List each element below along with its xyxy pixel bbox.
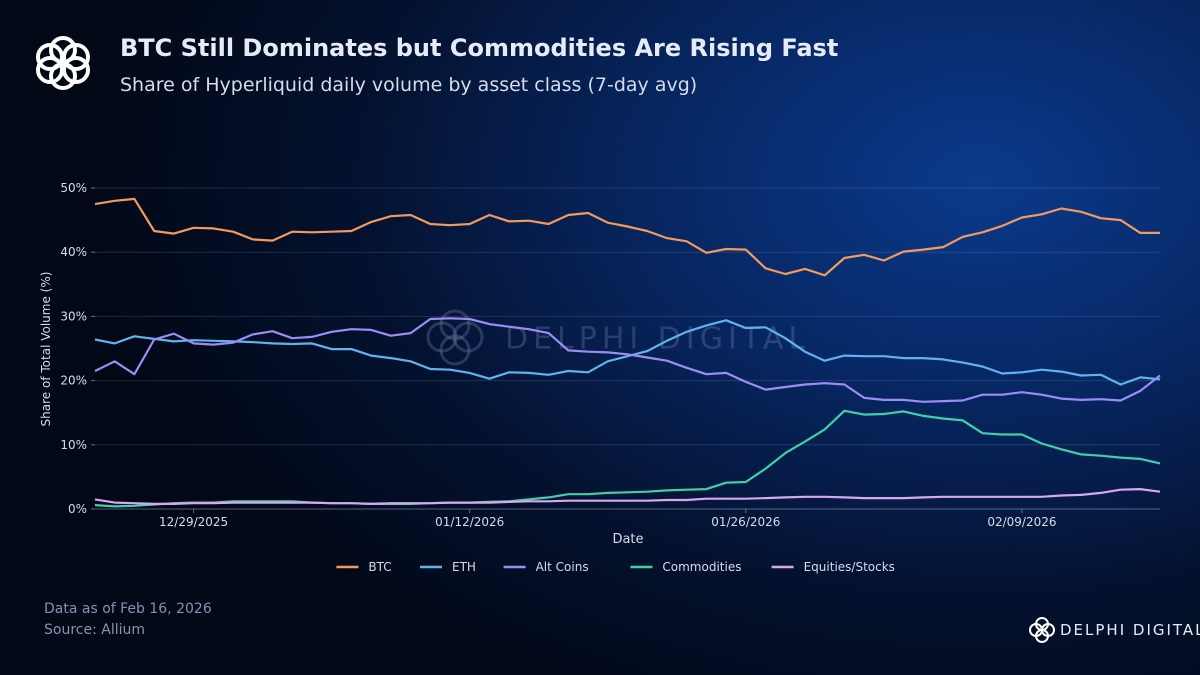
legend-label: ETH bbox=[452, 560, 476, 574]
brand: DELPHI DIGITAL bbox=[1060, 621, 1200, 639]
plot-area: 0% 10% 20% 30% 40% 50% 12/29/2025 01/12/2026 01/… bbox=[60, 181, 1161, 574]
x-tick-label: 02/09/2026 bbox=[987, 515, 1056, 529]
watermark-logo bbox=[426, 309, 484, 366]
chart-subtitle: Share of Hyperliquid daily volume by ass… bbox=[120, 74, 697, 96]
x-tick-label: 01/12/2026 bbox=[435, 515, 504, 529]
source: Source: Allium bbox=[44, 622, 145, 638]
y-tick-label: 50% bbox=[60, 181, 87, 195]
chart-title: BTC Still Dominates but Commodities Are … bbox=[120, 34, 838, 62]
y-tick-label: 40% bbox=[60, 245, 87, 259]
series-line bbox=[94, 319, 1161, 386]
y-tick-label: 30% bbox=[60, 309, 87, 323]
y-tick-label: 10% bbox=[60, 438, 87, 452]
x-tick-label: 01/26/2026 bbox=[711, 515, 780, 529]
legend-label: Commodities bbox=[662, 560, 741, 574]
brand-logo bbox=[1029, 617, 1055, 643]
logo bbox=[36, 36, 90, 90]
legend-label: Alt Coins bbox=[536, 560, 589, 574]
series-line bbox=[94, 409, 1161, 508]
legend-label: Equities/Stocks bbox=[804, 560, 895, 574]
x-axis-label: Date bbox=[612, 532, 643, 547]
footnote: Data as of Feb 16, 2026 bbox=[44, 601, 212, 617]
y-axis-label: Share of Total Volume (%) bbox=[39, 272, 53, 427]
y-tick-label: 0% bbox=[68, 502, 87, 516]
series-line bbox=[94, 197, 1160, 277]
x-tick-label: 12/29/2025 bbox=[159, 515, 228, 529]
series-line bbox=[94, 317, 1161, 403]
series-line bbox=[94, 488, 1161, 505]
legend-label: BTC bbox=[368, 560, 391, 574]
y-tick-label: 20% bbox=[60, 374, 87, 388]
